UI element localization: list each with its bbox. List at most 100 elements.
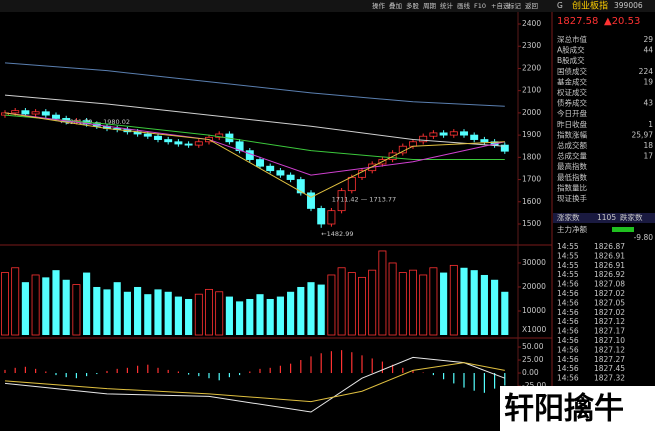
bar xyxy=(93,286,101,335)
bar xyxy=(460,267,468,335)
toolbar-item[interactable]: 画线 xyxy=(457,1,471,10)
candle-body xyxy=(327,210,336,225)
rise-bg xyxy=(553,213,655,223)
tick-time: 14:56 xyxy=(557,317,579,326)
candle-body xyxy=(286,174,295,180)
change: ▲20.53 xyxy=(604,16,640,27)
bar xyxy=(137,365,139,374)
tick-time: 14:56 xyxy=(557,374,579,383)
toolbar-item[interactable]: 操作 xyxy=(372,1,386,10)
panel-label: 总成交额 xyxy=(557,140,587,150)
bar xyxy=(96,373,98,375)
bar xyxy=(371,358,373,374)
badge: G xyxy=(557,1,563,10)
tick-time: 14:56 xyxy=(557,289,579,298)
y-tick-label: 50.00 xyxy=(522,342,544,351)
panel-value: 1 xyxy=(648,120,653,129)
toolbar-item[interactable]: 返回 xyxy=(525,2,538,10)
toolbar-item[interactable]: 统计 xyxy=(440,1,454,10)
bar xyxy=(134,286,142,335)
candle-body xyxy=(21,110,30,115)
bar xyxy=(378,250,387,336)
bar xyxy=(157,367,159,374)
panel-label: 最高指数 xyxy=(557,161,587,171)
candle-body xyxy=(409,141,417,147)
bar xyxy=(239,373,241,376)
bar xyxy=(198,373,200,377)
toolbar-item[interactable]: 标记 xyxy=(508,1,522,10)
bar xyxy=(177,371,179,374)
annotation: ←1482.99 xyxy=(321,230,353,238)
bar xyxy=(368,269,377,336)
flow-label: 主力净额 xyxy=(557,224,587,234)
candle-body xyxy=(296,179,305,194)
candle-body xyxy=(154,135,162,140)
panel-label: 指数涨幅 xyxy=(557,129,587,139)
y-tick-label: 2300 xyxy=(522,41,541,50)
flow-bar xyxy=(612,227,634,232)
bar xyxy=(419,274,428,336)
toolbar-item[interactable]: 多股 xyxy=(406,1,420,10)
panel-value: 18 xyxy=(643,141,653,150)
bar xyxy=(381,361,383,374)
bar xyxy=(310,356,312,374)
panel-label: B股成交 xyxy=(557,55,585,65)
bar xyxy=(463,373,465,388)
tick-price: 1827.12 xyxy=(594,345,625,354)
bar xyxy=(188,373,190,375)
bar xyxy=(504,373,506,386)
bar xyxy=(361,355,363,374)
rise-label: 涨家数 xyxy=(557,212,580,222)
bar xyxy=(208,373,210,379)
bar xyxy=(42,277,50,335)
unit-label: X1000 xyxy=(522,325,546,334)
toolbar-item[interactable]: 叠加 xyxy=(389,1,402,10)
bar xyxy=(453,373,455,384)
y-tick-label: 30000 xyxy=(522,258,546,267)
bar xyxy=(358,276,366,336)
candle-body xyxy=(307,192,315,209)
panel-value: 29 xyxy=(643,35,653,44)
tick-price: 1827.02 xyxy=(594,308,625,317)
bar xyxy=(330,351,332,374)
bar xyxy=(103,289,111,335)
toolbar-item[interactable]: F10 xyxy=(474,2,486,10)
candle-body xyxy=(31,111,40,115)
tick-price: 1827.02 xyxy=(594,289,625,298)
bar xyxy=(501,291,509,335)
candle-body xyxy=(480,139,489,143)
indicator-line xyxy=(4,62,505,107)
toolbar-item[interactable]: +自选 xyxy=(491,1,510,10)
bar xyxy=(256,294,264,335)
y-tick-label: 10000 xyxy=(522,306,546,315)
tick-price: 1827.27 xyxy=(594,355,625,364)
panel-label: 最低指数 xyxy=(557,172,587,182)
indicator-line xyxy=(4,362,505,403)
annotation: ←1981.79 — 1980.02 xyxy=(60,118,130,126)
bar xyxy=(392,364,394,374)
bar xyxy=(218,373,220,381)
annotation: 1711.42 — 1713.77 xyxy=(332,195,396,203)
candle-body xyxy=(164,139,173,143)
tick-time: 14:55 xyxy=(557,261,579,270)
toolbar-item[interactable]: 周期 xyxy=(423,2,437,10)
candle-body xyxy=(337,190,346,212)
bar xyxy=(205,288,213,336)
y-tick-label: 2400 xyxy=(522,19,541,28)
tick-time: 14:56 xyxy=(557,345,579,354)
bar xyxy=(351,352,353,374)
bar xyxy=(449,264,458,336)
bar xyxy=(147,364,149,374)
bar xyxy=(483,373,485,393)
bar xyxy=(388,262,397,336)
bar xyxy=(269,367,271,374)
tick-price: 1827.08 xyxy=(594,280,625,289)
bar xyxy=(45,371,47,374)
tick-price: 1827.10 xyxy=(594,336,625,345)
bar xyxy=(470,270,478,335)
bar xyxy=(443,373,445,380)
bar xyxy=(246,298,254,335)
tick-time: 14:56 xyxy=(557,327,579,336)
tick-time: 14:56 xyxy=(557,336,579,345)
